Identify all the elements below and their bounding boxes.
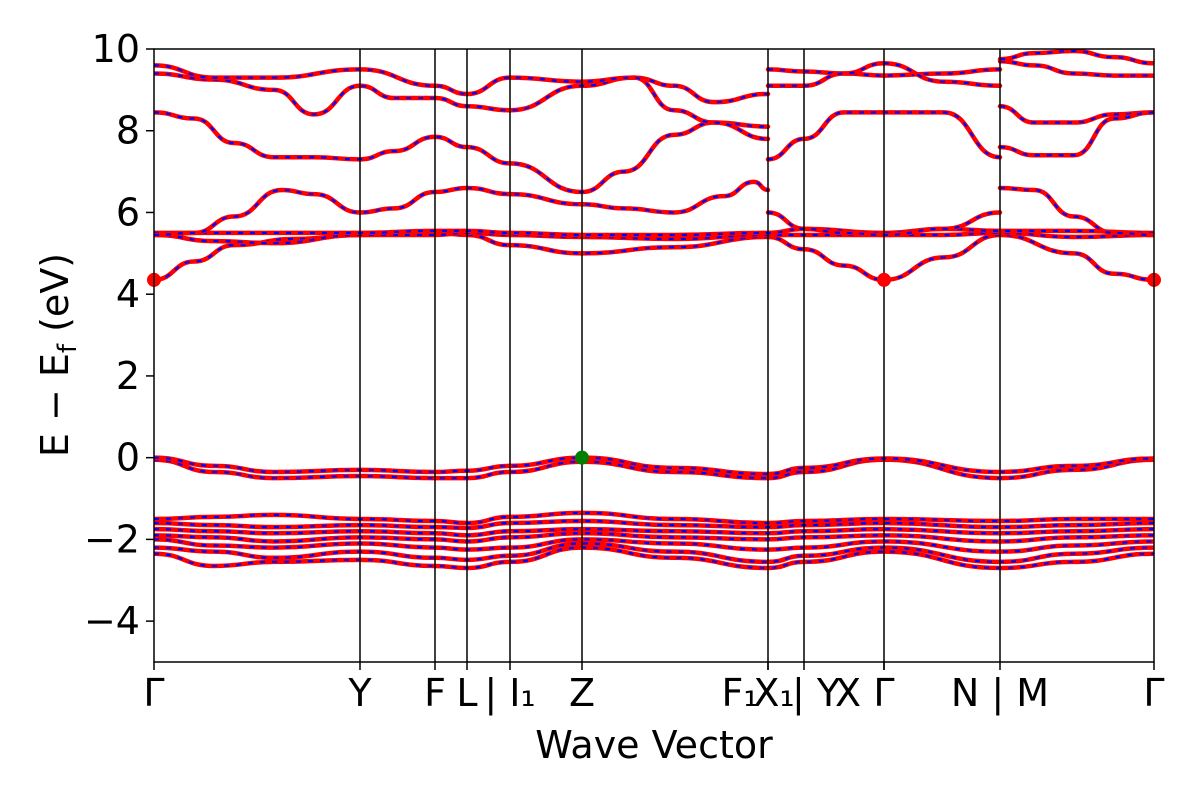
x-tick-label: | I₁ bbox=[484, 671, 535, 716]
x-tick-label: F bbox=[424, 671, 446, 715]
band-line-2 bbox=[154, 541, 1154, 565]
y-tick-label: 8 bbox=[116, 109, 140, 153]
band-line-8 bbox=[154, 457, 1154, 481]
band-line-23 bbox=[997, 185, 1154, 238]
x-tick-label: N | M bbox=[951, 671, 1049, 716]
band-line-3 bbox=[154, 537, 1154, 554]
band-line-12 bbox=[154, 226, 1154, 238]
band-line-18 bbox=[765, 210, 1003, 238]
y-tick-label: −2 bbox=[84, 517, 140, 561]
y-tick-label: 0 bbox=[116, 436, 140, 480]
y-tick-label: −4 bbox=[84, 599, 140, 643]
x-tick-label: X bbox=[835, 671, 861, 715]
band-line-4 bbox=[154, 531, 1154, 544]
x-axis-label: Wave Vector bbox=[535, 723, 773, 767]
band-line-7 bbox=[154, 510, 1154, 526]
band-line-22 bbox=[997, 110, 1154, 158]
y-tick-label: 10 bbox=[92, 27, 140, 71]
bands-layer bbox=[154, 49, 1154, 571]
x-tick-label: Γ bbox=[143, 671, 164, 715]
x-tick-label: | Y bbox=[792, 671, 841, 716]
y-tick-label: 4 bbox=[116, 272, 140, 316]
y-axis-label-sub: f bbox=[53, 343, 83, 353]
band-line-11 bbox=[154, 230, 1154, 246]
band-line-15 bbox=[154, 71, 771, 117]
kpoint-lines bbox=[359, 49, 1001, 662]
band-line-25 bbox=[997, 49, 1154, 66]
y-tick-label: 6 bbox=[116, 190, 140, 234]
y-axis-label: E − Ef (eV) bbox=[33, 253, 83, 457]
vbm-marker-4 bbox=[575, 450, 589, 465]
band-line-24 bbox=[997, 59, 1154, 78]
band-line-13 bbox=[154, 179, 771, 238]
x-tick-label: X₁ bbox=[753, 671, 794, 715]
y-axis-label-unit: (eV) bbox=[33, 253, 77, 344]
x-tick-label: Γ bbox=[873, 671, 894, 715]
band-line-16 bbox=[154, 63, 771, 142]
extrema-markers bbox=[147, 272, 1161, 465]
band-line-1 bbox=[154, 545, 1154, 571]
band-line-21 bbox=[997, 103, 1154, 125]
x-tick-label: Y bbox=[347, 671, 372, 715]
band-line-5 bbox=[154, 526, 1154, 538]
band-line-19 bbox=[765, 67, 1003, 78]
x-tick-label: Γ bbox=[1143, 671, 1164, 715]
x-tick-label: L bbox=[456, 671, 477, 715]
band-line-14 bbox=[154, 110, 771, 195]
y-axis-ticks: −4 −2 0 2 4 6 8 10 bbox=[84, 27, 154, 643]
plot-frame bbox=[153, 48, 1155, 663]
band-line-6 bbox=[154, 518, 1154, 531]
cbm-marker-2 bbox=[877, 272, 891, 287]
x-tick-label: Z bbox=[569, 671, 595, 715]
x-tick-label: F₁ bbox=[721, 671, 758, 715]
y-axis-label-main: E − E bbox=[33, 353, 77, 457]
y-tick-label: 2 bbox=[116, 354, 140, 398]
band-line-9 bbox=[154, 455, 1154, 477]
band-line-20 bbox=[765, 61, 1003, 89]
